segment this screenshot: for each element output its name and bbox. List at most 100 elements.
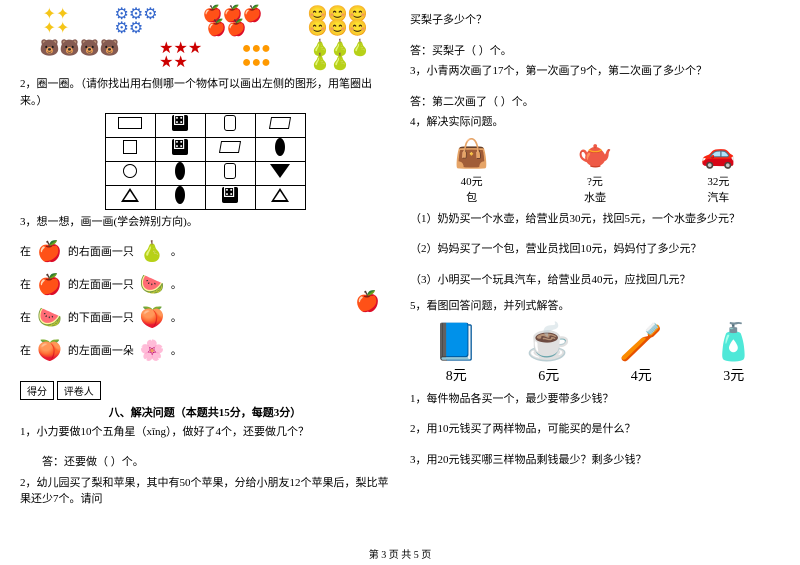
q8-1-answer: 答：还要做（ ）个。 bbox=[20, 454, 390, 471]
draw-icon: 🍐 bbox=[140, 239, 165, 264]
q3-line-item: 在 🍉 的下面画一只 🍑 。 bbox=[20, 305, 390, 330]
item-col: 🪥4元 bbox=[619, 321, 664, 385]
apple-reference-icon: 🍎 bbox=[355, 289, 380, 314]
suffix-text: 。 bbox=[171, 309, 182, 325]
bears-icon: 🐻🐻🐻🐻 bbox=[40, 42, 120, 70]
grader-label: 评卷人 bbox=[57, 381, 101, 400]
item-icon: ☕ bbox=[526, 321, 571, 363]
q5-3-text: 3，用20元钱买哪三样物品剩钱最少？剩多少钱？ bbox=[410, 452, 780, 469]
shapes-table bbox=[105, 113, 306, 210]
item-price: ?元 bbox=[578, 173, 613, 189]
draw-icon: 🍉 bbox=[140, 272, 165, 297]
q8-1-text: 1，小力要做10个五角星（xīng），做好了4个，还要做几个？ bbox=[20, 424, 390, 441]
prefix-text: 在 bbox=[20, 342, 31, 358]
item-col: 🫖 ?元水壶 bbox=[578, 137, 613, 205]
item-col: 📘8元 bbox=[434, 321, 479, 385]
item-icon: 👜 bbox=[454, 137, 489, 171]
circles-icon: ●●●●●● bbox=[242, 42, 271, 70]
apples-icon: 🍎🍎🍎 🍎🍎 bbox=[203, 8, 263, 36]
pear-answer: 答：买梨子（ ）个。 bbox=[410, 43, 780, 60]
q3-right-text: 3，小青两次画了17个，第一次画了9个，第二次画了多少个？ bbox=[410, 63, 780, 80]
q3-line-item: 在 🍎 的右面画一只 🍐 。 bbox=[20, 239, 390, 264]
draw-icon: 🍑 bbox=[140, 305, 165, 330]
item-name: 包 bbox=[454, 189, 489, 205]
items-row-2: 📘8元 ☕6元 🪥4元 🧴3元 bbox=[410, 321, 780, 385]
line-text: 的右面画一只 bbox=[68, 243, 134, 259]
dice-icon bbox=[172, 115, 188, 131]
q3-line-item: 在 🍑 的左面画一朵 🌸 。 bbox=[20, 338, 390, 363]
oval-icon bbox=[175, 186, 185, 204]
item-price: 32元 bbox=[701, 173, 736, 189]
right-column: 买梨子多少个？ 答：买梨子（ ）个。 3，小青两次画了17个，第一次画了9个，第… bbox=[410, 8, 780, 512]
faces-icon: 😊😊😊😊😊😊 bbox=[308, 8, 368, 36]
suffix-text: 。 bbox=[171, 276, 182, 292]
q5-1-text: 1，每件物品各买一个，最少要带多少钱？ bbox=[410, 391, 780, 408]
score-label: 得分 bbox=[20, 381, 54, 400]
dice-icon bbox=[172, 139, 188, 155]
line-text: 的左面画一朵 bbox=[68, 342, 134, 358]
fruit-icon: 🍎 bbox=[37, 239, 62, 264]
table-row bbox=[105, 114, 305, 138]
fruit-icon: 🍎 bbox=[37, 272, 62, 297]
circle-icon bbox=[123, 164, 137, 178]
q4-2-text: （2）妈妈买了一个包，营业员找回10元，妈妈付了多少元？ bbox=[410, 241, 780, 258]
q2-text: 2，圈一圈。（请你找出用右侧哪一个物体可以画出左侧的图形，用笔圈出来。） bbox=[20, 76, 390, 109]
q3-text: 3，想一想，画一画(学会辨别方向)。 bbox=[20, 214, 390, 231]
item-icon: 📘 bbox=[434, 321, 479, 363]
cone-icon bbox=[270, 164, 290, 178]
q4-text: 4，解决实际问题。 bbox=[410, 114, 780, 131]
item-icon: 🚗 bbox=[701, 137, 736, 171]
item-icon: 🧴 bbox=[711, 321, 756, 363]
item-price: 3元 bbox=[711, 365, 756, 385]
draw-icon: 🌸 bbox=[140, 338, 165, 363]
item-price: 40元 bbox=[454, 173, 489, 189]
item-icon: 🫖 bbox=[578, 137, 613, 171]
pears-icon: 🍐🍐🍐🍐🍐 bbox=[310, 42, 370, 70]
table-row bbox=[105, 186, 305, 210]
q4-3-text: （3）小明买一个玩具汽车，给营业员40元，应找回几元？ bbox=[410, 272, 780, 289]
can-icon bbox=[224, 163, 236, 179]
fruit-icon: 🍉 bbox=[37, 305, 62, 330]
q5-2-text: 2，用10元钱买了两样物品，可能买的是什么？ bbox=[410, 421, 780, 438]
item-price: 6元 bbox=[526, 365, 571, 385]
pear-question: 买梨子多少个？ bbox=[410, 12, 780, 29]
second-image-row: 🐻🐻🐻🐻 ★★★★★ ●●●●●● 🍐🍐🍐🍐🍐 bbox=[20, 42, 390, 70]
dice-icon bbox=[222, 187, 238, 203]
prefix-text: 在 bbox=[20, 243, 31, 259]
q4-1-text: （1）奶奶买一个水壶，给营业员30元，找回5元，一个水壶多少元？ bbox=[410, 211, 780, 228]
fruit-icon: 🍑 bbox=[37, 338, 62, 363]
suffix-text: 。 bbox=[171, 342, 182, 358]
item-name: 汽车 bbox=[701, 189, 736, 205]
square-icon bbox=[123, 140, 137, 154]
item-col: 👜 40元包 bbox=[454, 137, 489, 205]
stars-icon: ✦✦✦✦ bbox=[43, 8, 70, 36]
item-price: 4元 bbox=[619, 365, 664, 385]
prefix-text: 在 bbox=[20, 276, 31, 292]
oval-icon bbox=[275, 138, 285, 156]
item-col: 🧴3元 bbox=[711, 321, 756, 385]
item-name: 水壶 bbox=[578, 189, 613, 205]
page-footer: 第 3 页 共 5 页 bbox=[0, 546, 800, 561]
prefix-text: 在 bbox=[20, 309, 31, 325]
items-row-1: 👜 40元包 🫖 ?元水壶 🚗 32元汽车 bbox=[410, 137, 780, 205]
box3d-icon bbox=[269, 117, 291, 129]
item-col: 🚗 32元汽车 bbox=[701, 137, 736, 205]
box3d-icon bbox=[219, 141, 241, 153]
can-icon bbox=[224, 115, 236, 131]
triangle-icon bbox=[271, 188, 289, 202]
suffix-text: 。 bbox=[171, 243, 182, 259]
top-image-row: ✦✦✦✦ ⚙⚙⚙⚙⚙ 🍎🍎🍎 🍎🍎 😊😊😊😊😊😊 bbox=[20, 8, 390, 36]
red-stars-icon: ★★★★★ bbox=[159, 42, 202, 70]
q3-right-answer: 答：第二次画了（ ）个。 bbox=[410, 94, 780, 111]
table-row bbox=[105, 162, 305, 186]
line-text: 的下面画一只 bbox=[68, 309, 134, 325]
left-column: ✦✦✦✦ ⚙⚙⚙⚙⚙ 🍎🍎🍎 🍎🍎 😊😊😊😊😊😊 🐻🐻🐻🐻 ★★★★★ ●●●●… bbox=[20, 8, 390, 512]
q3-line-item: 在 🍎 的左面画一只 🍉 。 bbox=[20, 272, 390, 297]
pattern-icon: ⚙⚙⚙⚙⚙ bbox=[115, 8, 158, 36]
line-text: 的左面画一只 bbox=[68, 276, 134, 292]
q5-text: 5，看图回答问题，并列式解答。 bbox=[410, 298, 780, 315]
section-8-title: 八、解决问题（本题共15分，每题3分） bbox=[20, 404, 390, 420]
item-col: ☕6元 bbox=[526, 321, 571, 385]
rect-icon bbox=[118, 117, 142, 129]
q8-2-text: 2，幼儿园买了梨和苹果，其中有50个苹果，分给小朋友12个苹果后，梨比苹果还少7… bbox=[20, 475, 390, 508]
